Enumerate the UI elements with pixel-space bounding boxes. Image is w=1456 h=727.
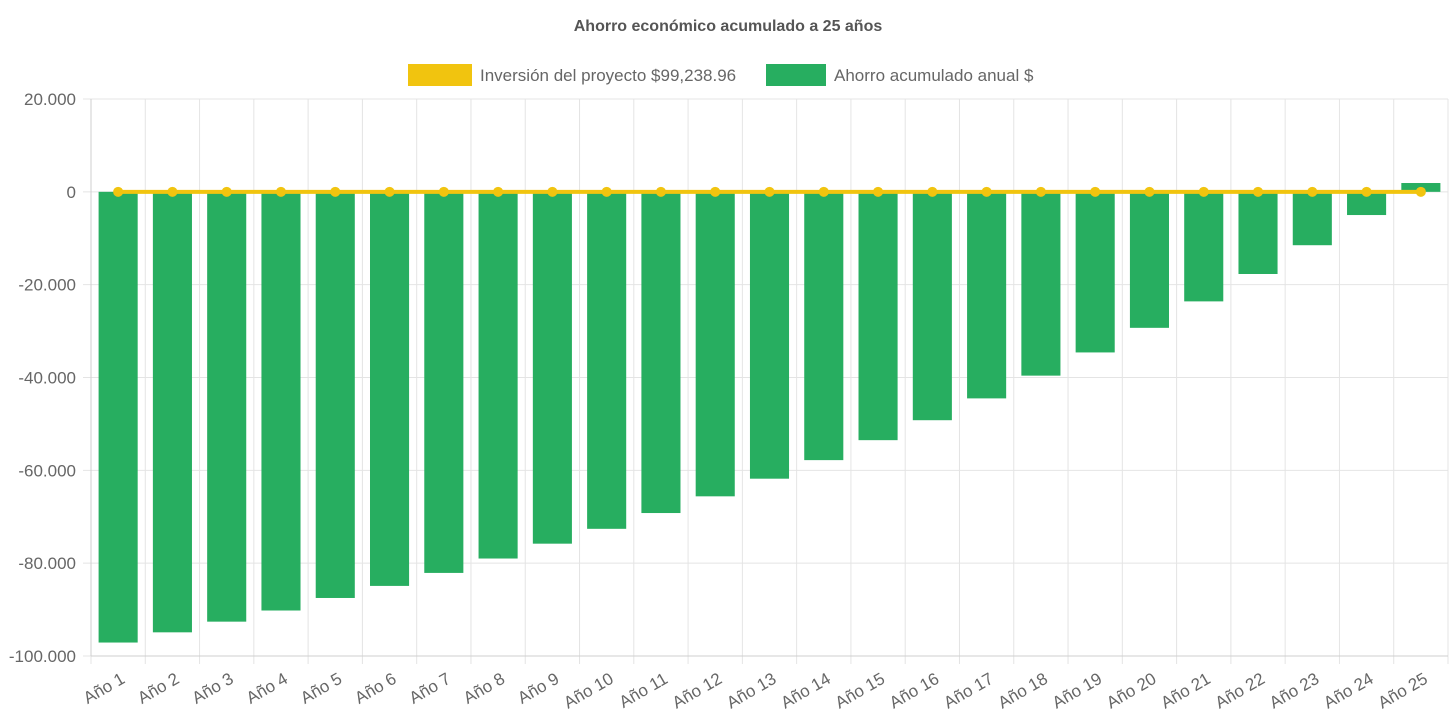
chart-title: Ahorro económico acumulado a 25 años — [574, 18, 883, 35]
investment-point-25[interactable] — [1415, 186, 1426, 197]
x-tick-label: Año 22 — [1212, 669, 1268, 712]
x-tick-label: Año 24 — [1320, 669, 1376, 712]
legend: Inversión del proyecto $99,238.96 Ahorro… — [408, 64, 1034, 86]
investment-point-11[interactable] — [655, 186, 666, 197]
investment-point-21[interactable] — [1198, 186, 1209, 197]
bar-16[interactable] — [912, 191, 952, 421]
investment-point-17[interactable] — [981, 186, 992, 197]
x-tick-label: Año 8 — [460, 669, 508, 708]
bar-10[interactable] — [587, 191, 627, 529]
bar-5[interactable] — [315, 191, 355, 598]
legend-label-savings: Ahorro acumulado anual $ — [834, 66, 1034, 85]
legend-label-investment: Inversión del proyecto $99,238.96 — [480, 66, 736, 85]
bar-18[interactable] — [1021, 191, 1061, 376]
bar-21[interactable] — [1184, 191, 1224, 302]
bar-series — [98, 183, 1441, 643]
x-tick-label: Año 10 — [560, 669, 616, 712]
investment-point-1[interactable] — [113, 186, 124, 197]
x-tick-label: Año 16 — [886, 669, 942, 712]
investment-point-2[interactable] — [167, 186, 178, 197]
investment-point-14[interactable] — [818, 186, 829, 197]
y-tick-label: -100.000 — [9, 647, 76, 666]
legend-swatch-savings — [766, 64, 826, 86]
investment-point-3[interactable] — [221, 186, 232, 197]
bar-4[interactable] — [261, 191, 301, 611]
line-series — [113, 186, 1426, 197]
bar-23[interactable] — [1292, 191, 1332, 246]
bar-19[interactable] — [1075, 191, 1115, 353]
y-tick-label: -80.000 — [18, 554, 76, 573]
bar-12[interactable] — [695, 191, 735, 497]
legend-item-investment[interactable]: Inversión del proyecto $99,238.96 — [408, 64, 736, 86]
x-tick-label: Año 7 — [406, 669, 454, 708]
investment-point-23[interactable] — [1307, 186, 1318, 197]
y-axis: 20.000 0 -20.000 -40.000 -60.000 -80.000 -100.… — [9, 90, 76, 666]
investment-point-24[interactable] — [1361, 186, 1372, 197]
x-tick-label: Año 12 — [669, 669, 725, 712]
investment-point-16[interactable] — [927, 186, 938, 197]
x-tick-label: Año 9 — [514, 669, 562, 708]
bar-14[interactable] — [804, 191, 844, 461]
x-tick-label: Año 19 — [1049, 669, 1105, 712]
y-tick-label: -60.000 — [18, 461, 76, 480]
x-tick-label: Año 2 — [134, 669, 182, 708]
x-tick-label: Año 25 — [1375, 669, 1431, 712]
x-tick-label: Año 13 — [723, 669, 779, 712]
x-tick-label: Año 21 — [1158, 669, 1214, 712]
investment-point-6[interactable] — [384, 186, 395, 197]
y-tick-label: 20.000 — [24, 90, 76, 109]
bar-2[interactable] — [152, 191, 192, 633]
investment-point-5[interactable] — [330, 186, 341, 197]
bar-7[interactable] — [424, 191, 464, 573]
investment-point-4[interactable] — [275, 186, 286, 197]
investment-point-19[interactable] — [1090, 186, 1101, 197]
bar-13[interactable] — [749, 191, 790, 479]
investment-point-7[interactable] — [438, 186, 449, 197]
legend-item-savings[interactable]: Ahorro acumulado anual $ — [766, 64, 1034, 86]
bar-8[interactable] — [478, 191, 518, 559]
bar-17[interactable] — [967, 191, 1007, 399]
investment-point-15[interactable] — [873, 186, 884, 197]
x-tick-label: Año 6 — [352, 669, 400, 708]
y-tick-label: 0 — [67, 183, 76, 202]
bar-1[interactable] — [98, 191, 138, 643]
investment-point-9[interactable] — [547, 186, 558, 197]
bar-3[interactable] — [207, 191, 247, 622]
x-tick-label: Año 15 — [832, 669, 888, 712]
investment-point-20[interactable] — [1144, 186, 1155, 197]
bar-15[interactable] — [858, 191, 898, 441]
investment-point-18[interactable] — [1035, 186, 1046, 197]
x-tick-label: Año 11 — [616, 669, 671, 712]
bar-6[interactable] — [369, 191, 410, 586]
investment-point-12[interactable] — [710, 186, 721, 197]
investment-point-8[interactable] — [493, 186, 504, 197]
x-tick-label: Año 14 — [778, 669, 834, 712]
x-tick-label: Año 18 — [995, 669, 1051, 712]
x-tick-label: Año 5 — [297, 669, 345, 708]
bar-9[interactable] — [532, 191, 572, 544]
x-tick-label: Año 20 — [1103, 669, 1159, 712]
x-axis: Año 1 Año 2 Año 3 Año 4 Año 5 Año 6 Año 7 Año 8… — [80, 669, 1431, 712]
investment-point-10[interactable] — [601, 186, 612, 197]
investment-point-22[interactable] — [1253, 186, 1264, 197]
bar-24[interactable] — [1347, 191, 1387, 216]
x-tick-label: Año 4 — [243, 669, 291, 708]
y-tick-label: -20.000 — [18, 276, 76, 295]
x-tick-label: Año 17 — [940, 669, 996, 712]
bar-11[interactable] — [641, 191, 681, 514]
investment-point-13[interactable] — [764, 186, 775, 197]
bar-20[interactable] — [1129, 191, 1170, 328]
x-tick-label: Año 3 — [189, 669, 237, 708]
legend-swatch-investment — [408, 64, 472, 86]
bar-22[interactable] — [1238, 191, 1278, 274]
x-tick-label: Año 23 — [1266, 669, 1322, 712]
y-tick-label: -40.000 — [18, 369, 76, 388]
x-tick-label: Año 1 — [80, 669, 128, 708]
